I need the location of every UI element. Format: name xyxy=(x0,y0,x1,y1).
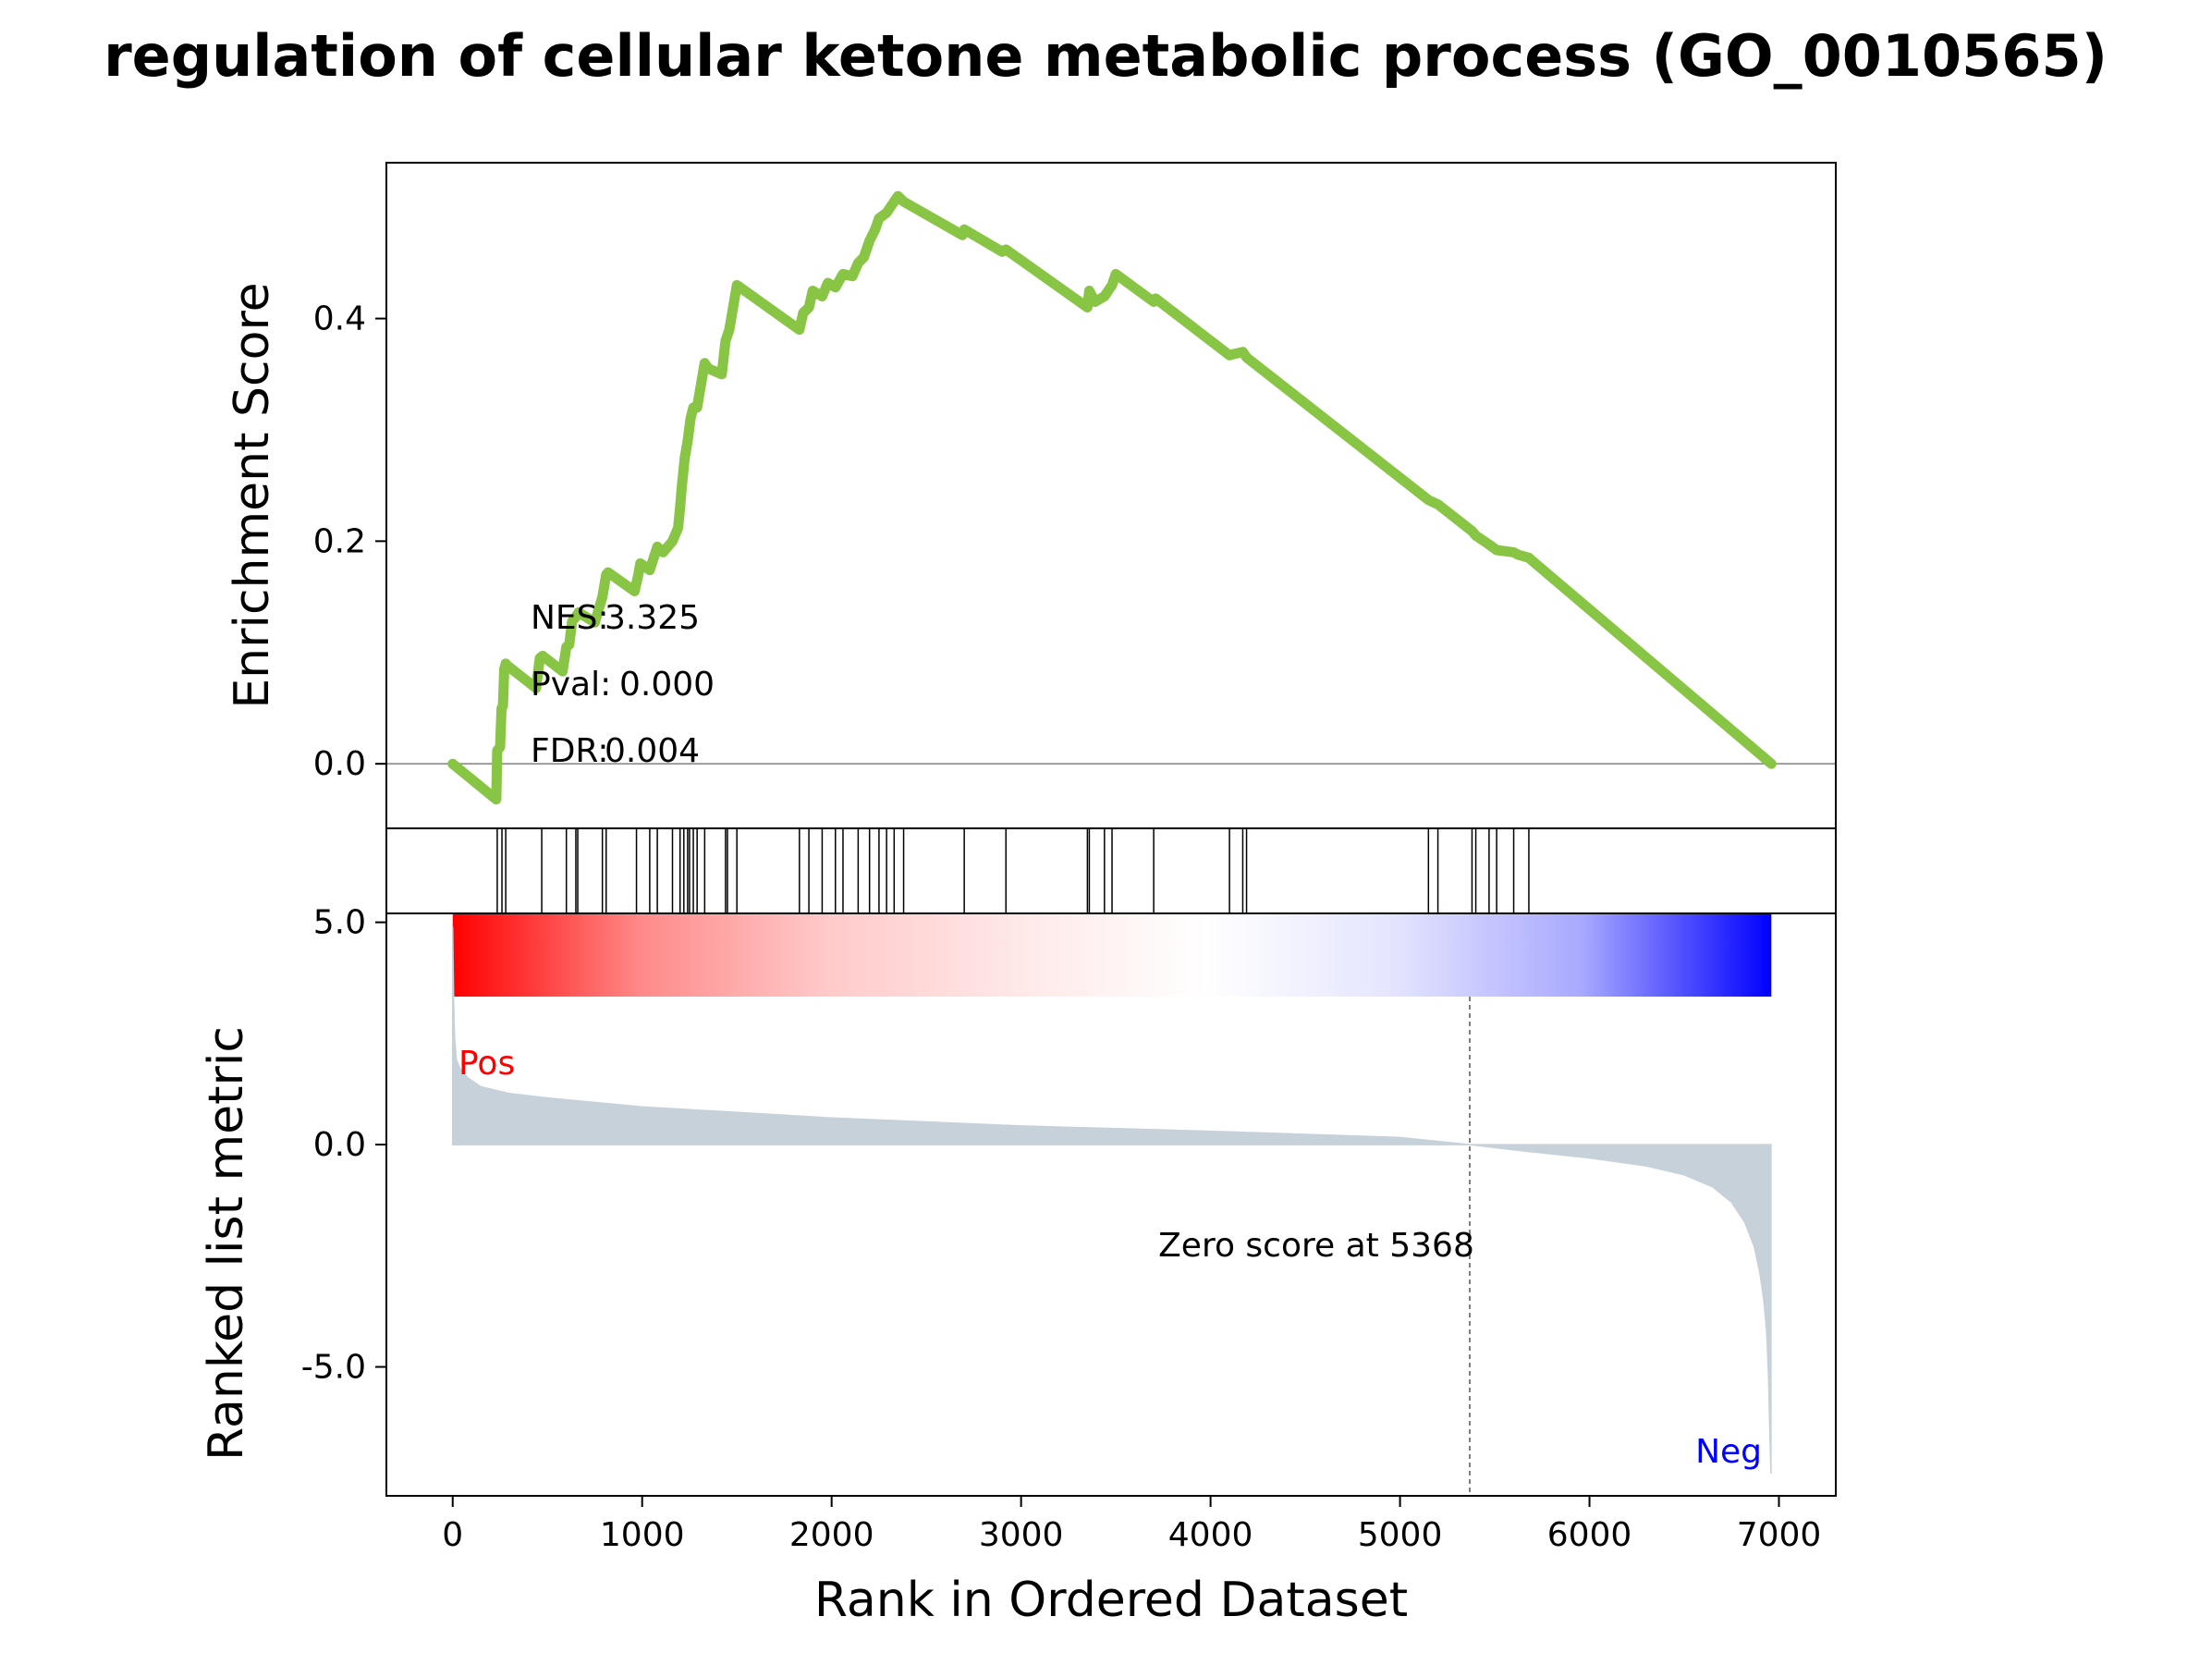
rank-xtick-label: 5000 xyxy=(1358,1516,1443,1554)
rank-ytick-label: 5.0 xyxy=(313,904,366,942)
zero-score-label: Zero score at 5368 xyxy=(1158,1227,1474,1265)
es-annotation-label: FDR: xyxy=(531,732,608,770)
es-annotation-value: 3.325 xyxy=(605,599,700,637)
es-y-axis-label: Enrichment Score xyxy=(225,282,280,708)
rank-y-axis-label: Ranked list metric xyxy=(199,1026,254,1461)
es-series-line xyxy=(447,190,1777,805)
es-annotation-value: 0.000 xyxy=(619,666,715,704)
rank-xtick-label: 2000 xyxy=(789,1516,874,1554)
rank-xtick-label: 1000 xyxy=(600,1516,685,1554)
gene-hits-panel xyxy=(385,827,1837,914)
rank-xtick-label: 7000 xyxy=(1737,1516,1822,1554)
rank-xtick-label: 0 xyxy=(442,1516,463,1554)
rank-xtick-label: 6000 xyxy=(1547,1516,1632,1554)
rank-ytick-label: -5.0 xyxy=(301,1349,366,1387)
es-ytick-label: 0.0 xyxy=(313,745,366,783)
neg-label: Neg xyxy=(1695,1433,1762,1471)
es-annotation-value: 0.004 xyxy=(605,732,700,770)
rank-xtick-label: 4000 xyxy=(1168,1516,1253,1554)
figure-title: regulation of cellular ketone metabolic … xyxy=(104,22,2108,90)
es-frame xyxy=(385,162,1837,829)
rank-ytick-label: 0.0 xyxy=(313,1126,366,1164)
es-annotation-label: NES: xyxy=(531,599,609,637)
es-ytick-label: 0.4 xyxy=(313,300,366,338)
rank-xtick-label: 3000 xyxy=(979,1516,1064,1554)
enrichment-score-panel: NES:3.325 Pval: 0.000 FDR:0.004 0.0 0.2 0.4 Enr… xyxy=(225,162,1837,829)
ranked-metric-panel: Zero score at 5368 Pos Neg 5.0 0.0 -5.0 0 1000 2… xyxy=(199,904,1837,1628)
hits-frame xyxy=(385,827,1837,914)
ranked-metric-area xyxy=(451,926,1772,1475)
x-axis-label: Rank in Ordered Dataset xyxy=(814,1573,1408,1628)
pos-label: Pos xyxy=(458,1045,515,1083)
rank-frame xyxy=(385,912,1837,1497)
es-annotation-label: Pval: xyxy=(531,666,611,704)
es-ytick-label: 0.2 xyxy=(313,522,366,560)
rank-colorbar xyxy=(452,913,1772,997)
